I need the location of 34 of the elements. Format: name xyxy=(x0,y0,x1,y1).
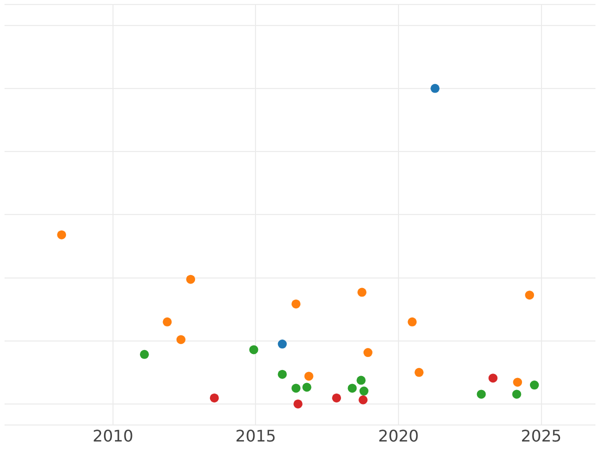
x-tick-label: 2025 xyxy=(520,426,562,446)
point xyxy=(408,317,417,326)
point xyxy=(162,317,172,326)
point xyxy=(525,290,534,300)
point xyxy=(278,370,287,379)
point xyxy=(430,84,440,93)
point xyxy=(186,274,196,284)
point xyxy=(210,393,219,402)
point xyxy=(302,382,312,392)
point xyxy=(249,345,258,354)
point xyxy=(292,299,301,308)
point xyxy=(292,384,301,393)
point xyxy=(304,372,314,381)
point xyxy=(294,399,302,408)
x-tick-label: 2015 xyxy=(235,426,276,446)
point xyxy=(363,348,372,358)
point xyxy=(348,384,357,393)
point xyxy=(530,380,539,390)
point xyxy=(414,368,424,377)
point xyxy=(476,390,486,399)
point xyxy=(278,340,287,349)
x-tick-label: 2020 xyxy=(378,426,419,446)
point xyxy=(512,390,522,399)
point xyxy=(488,374,498,383)
point xyxy=(359,386,368,396)
point xyxy=(57,230,66,240)
x-tick-label: 2010 xyxy=(92,426,134,446)
point xyxy=(176,335,186,344)
point xyxy=(358,395,368,404)
point xyxy=(332,393,342,402)
point xyxy=(140,350,149,359)
point xyxy=(356,376,366,385)
point xyxy=(357,288,366,297)
point xyxy=(513,378,522,387)
